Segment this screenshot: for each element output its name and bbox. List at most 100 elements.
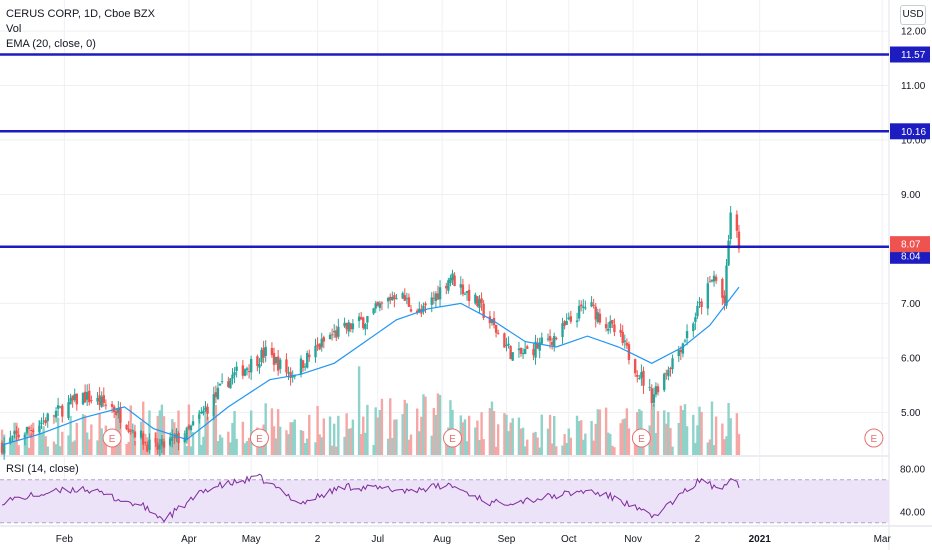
candle-body <box>592 304 595 306</box>
volume-bar <box>301 431 305 455</box>
volume-bar <box>389 398 392 455</box>
candle-body <box>299 358 303 375</box>
candle-body <box>474 294 477 304</box>
candle-body <box>507 343 510 346</box>
time-tick-label: 2021 <box>749 534 772 545</box>
candle-body <box>405 298 409 300</box>
volume-bar <box>577 421 581 455</box>
volume-bar <box>555 446 558 455</box>
volume-bar <box>654 432 658 455</box>
candle-body <box>451 273 454 281</box>
candle-body <box>386 297 390 302</box>
volume-bar <box>476 420 479 455</box>
volume-bar <box>75 422 79 455</box>
volume-bar <box>212 408 215 455</box>
volume-bar <box>519 428 523 455</box>
candle-body <box>233 372 236 376</box>
candle-body <box>650 388 653 404</box>
candle-body <box>301 360 305 368</box>
volume-bar <box>656 411 660 455</box>
level-price-label: 8.04 <box>901 251 921 262</box>
volume-bar <box>511 418 514 455</box>
volume-bar <box>133 441 137 455</box>
volume-bar <box>347 428 350 455</box>
candle-body <box>710 279 714 282</box>
volume-bar <box>293 419 296 455</box>
volume-bar <box>235 438 238 455</box>
candle-body <box>366 316 369 323</box>
candle-body <box>532 349 535 356</box>
volume-bar <box>416 408 419 455</box>
ema-line <box>1 286 740 446</box>
candle-body <box>162 441 166 448</box>
candle-body <box>156 442 159 450</box>
volume-bar <box>46 446 49 455</box>
candle-body <box>144 441 147 443</box>
candle-body <box>67 402 70 419</box>
candle-body <box>438 287 442 300</box>
volume-bar <box>594 423 597 455</box>
time-tick-label: Jul <box>371 534 384 545</box>
candle-body <box>23 434 27 438</box>
volume-bar <box>243 443 247 455</box>
candle-body <box>214 392 218 398</box>
candle-body <box>293 375 296 377</box>
earnings-marker <box>864 428 884 448</box>
candle-body <box>102 395 105 403</box>
volume-bar <box>683 404 687 455</box>
candle-body <box>187 425 191 429</box>
candle-body <box>85 392 89 400</box>
candle-body <box>584 307 587 309</box>
candle-body <box>318 343 321 350</box>
volume-bar <box>198 411 201 455</box>
candle-body <box>418 308 421 312</box>
volume-bar <box>148 410 151 455</box>
earnings-marker <box>249 428 269 448</box>
candle-body <box>378 303 382 308</box>
candle-body <box>580 304 583 307</box>
volume-bar <box>285 430 288 455</box>
volume-bar <box>671 446 674 455</box>
volume-bar <box>627 428 631 455</box>
price-tick-label: 12.00 <box>901 27 926 38</box>
volume-bar <box>480 412 483 455</box>
volume-bar <box>11 436 14 455</box>
candle-body <box>332 331 336 333</box>
volume-bar <box>391 437 394 455</box>
volume-bar <box>708 439 712 455</box>
volume-bar <box>160 404 164 455</box>
volume-bar <box>17 445 20 455</box>
candle-body <box>729 212 732 240</box>
candle-body <box>40 422 43 424</box>
volume-bar <box>162 416 166 455</box>
level-price-label-bg <box>890 123 930 140</box>
candle-body <box>17 434 20 438</box>
volume-bar <box>386 438 390 455</box>
candle-body <box>511 352 514 361</box>
candle-body <box>349 323 352 330</box>
candle-body <box>496 332 500 334</box>
candle-body <box>320 338 323 348</box>
volume-bar <box>270 408 274 455</box>
volume-bar <box>604 407 608 455</box>
volume-bar <box>567 428 570 455</box>
candle-body <box>88 390 91 403</box>
candle-body <box>220 381 224 383</box>
candle-body <box>29 430 33 432</box>
volume-bar <box>436 393 440 455</box>
candle-body <box>260 350 263 363</box>
volume-bar <box>619 423 622 455</box>
volume-bar <box>606 432 610 455</box>
volume-bar <box>372 444 375 455</box>
candle-body <box>58 406 62 408</box>
candle-body <box>449 277 452 283</box>
currency-button[interactable]: USD <box>900 5 926 25</box>
candle-body <box>42 420 45 422</box>
volume-bar <box>503 413 506 455</box>
candle-body <box>582 306 585 308</box>
volume-bar <box>424 396 427 455</box>
volume-bar <box>67 435 70 455</box>
candle-body <box>359 317 363 320</box>
candle-body <box>330 334 334 336</box>
candle-body <box>700 301 703 307</box>
